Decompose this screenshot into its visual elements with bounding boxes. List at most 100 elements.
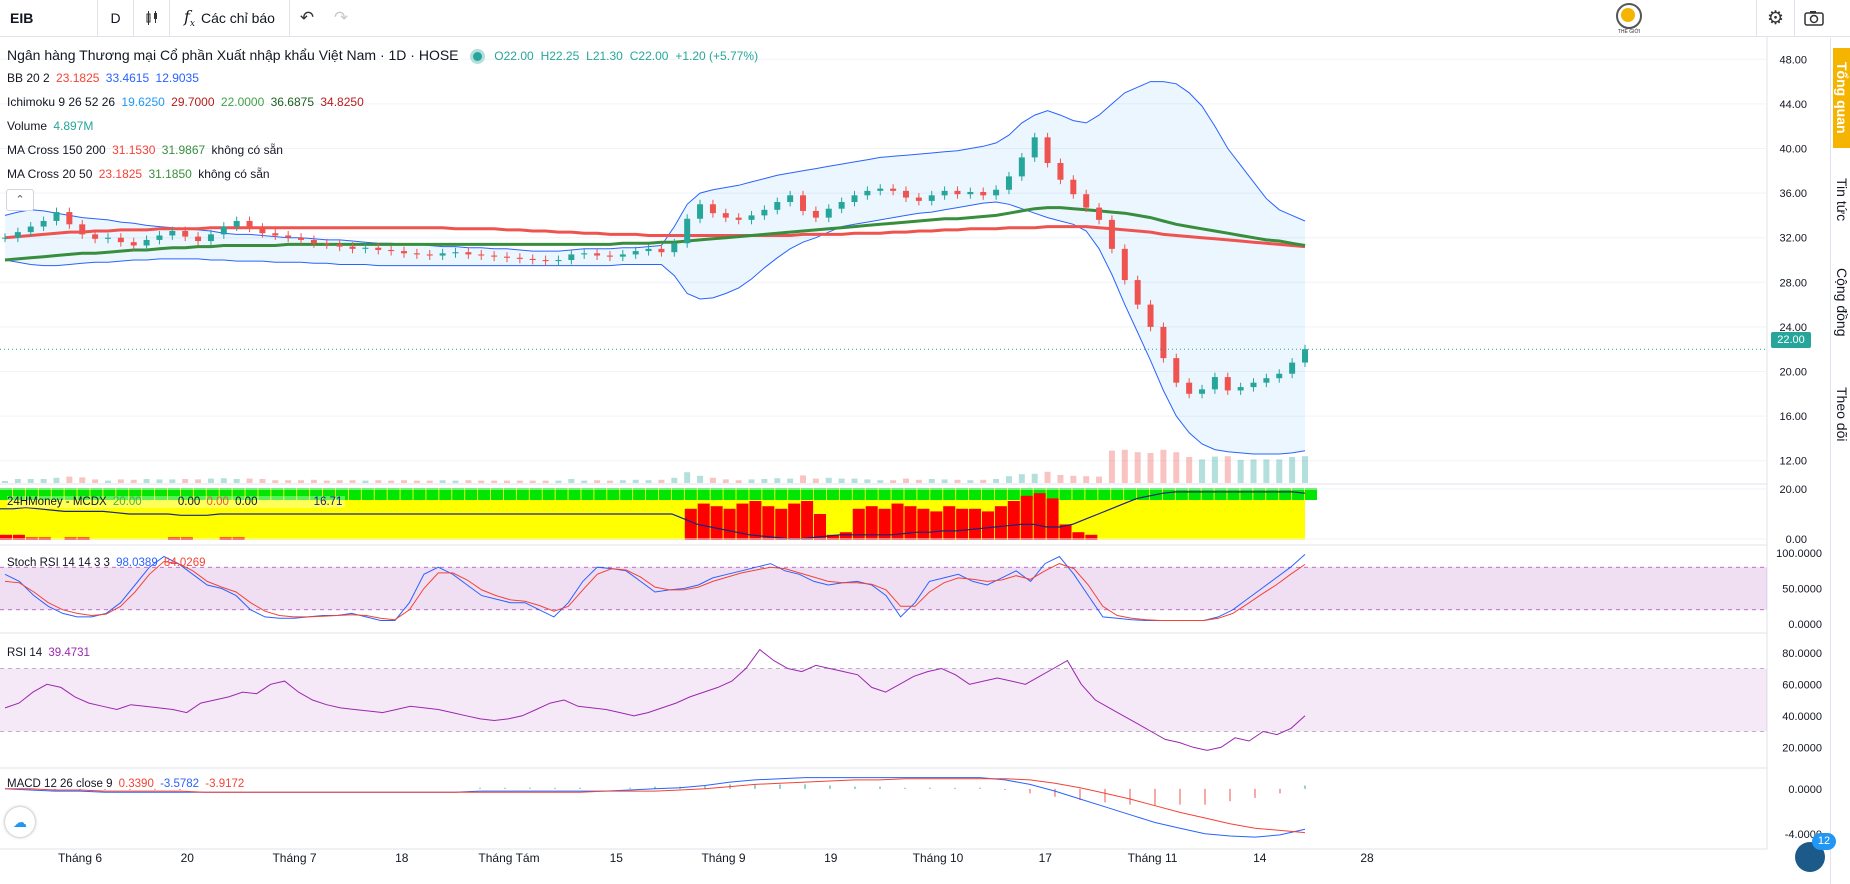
mcdx-green-bar <box>1279 488 1292 500</box>
candle-body <box>954 190 961 195</box>
mcdx-green-bar <box>155 488 168 500</box>
volume-bar <box>980 479 987 483</box>
volume-bar <box>298 480 305 483</box>
collapse-legend-button[interactable]: ⌃ <box>6 189 34 211</box>
right-sidebar: Tổng quan Tin tức Cộng đồng Theo dõi <box>1830 38 1850 884</box>
candle-body <box>697 204 704 219</box>
candle-body <box>1018 157 1025 177</box>
candle-body <box>1199 389 1206 394</box>
candle-body <box>272 233 279 236</box>
candle-body <box>349 246 356 249</box>
mcdx-green-bar <box>969 488 982 500</box>
price-axis-tick-label: 12.00 <box>1779 456 1807 468</box>
mcdx-green-bar <box>1292 488 1305 500</box>
candle-body <box>709 204 716 214</box>
legend-macross-20-50[interactable]: MA Cross 20 50 23.1825 31.1850 không có … <box>7 167 273 181</box>
candle-body <box>465 252 472 255</box>
mcdx-red-bar <box>1007 501 1020 540</box>
tradingview-logo-icon[interactable]: ☁ <box>5 807 35 837</box>
camera-icon[interactable] <box>1794 0 1832 36</box>
mcdx-red-bar <box>12 534 25 540</box>
legend-macross-150-200[interactable]: MA Cross 150 200 31.1530 31.9867 không c… <box>7 143 286 157</box>
legend-mcdx-v2: 0.00 <box>177 496 201 508</box>
candle-body <box>491 255 498 257</box>
mcdx-green-bar <box>1111 488 1124 500</box>
mcdx-green-bar <box>323 488 336 500</box>
mcdx-red-bar <box>1059 524 1072 540</box>
candle-body <box>619 254 626 257</box>
mcdx-green-bar <box>361 488 374 500</box>
rsi-axis-tick-label: 40.0000 <box>1782 711 1822 723</box>
mcdx-green-bar <box>25 488 38 500</box>
tab-community[interactable]: Cộng đồng <box>1834 267 1850 337</box>
candle-body <box>1147 304 1154 327</box>
time-axis-label: 15 <box>610 851 624 865</box>
price-axis-tick-label: 16.00 <box>1779 411 1807 423</box>
legend-macross2-v3: không có sẵn <box>198 167 270 181</box>
legend-stochrsi[interactable]: Stoch RSI 14 14 3 3 98.0389 84.0269 <box>7 557 209 569</box>
volume-bar <box>864 479 871 483</box>
legend-macd[interactable]: MACD 12 26 close 9 0.3390 -3.5782 -3.917… <box>7 778 247 790</box>
legend-bb-basis: 23.1825 <box>56 71 100 85</box>
volume-bar <box>1018 474 1025 483</box>
mcdx-red-bar <box>930 511 943 540</box>
interval-selector[interactable]: D <box>98 0 134 36</box>
volume-bar <box>1263 459 1270 483</box>
mcdx-green-bar <box>762 488 775 500</box>
volume-bar <box>233 479 240 483</box>
candle-body <box>838 202 845 209</box>
volume-bar <box>14 479 21 483</box>
candle-style-icon[interactable] <box>134 0 170 36</box>
tab-overview[interactable]: Tổng quan <box>1833 48 1850 148</box>
candle-body <box>1289 362 1296 374</box>
candle-body <box>310 239 317 244</box>
legend-macross2-name: MA Cross 20 50 <box>7 167 93 181</box>
legend-volume[interactable]: Volume 4.897M <box>7 119 96 133</box>
candle-body <box>285 235 292 238</box>
mcdx-green-bar <box>219 488 232 500</box>
time-axis-label: 17 <box>1039 851 1053 865</box>
mcdx-axis-tick-label: 0.00 <box>1786 534 1807 546</box>
volume-bar <box>207 478 214 483</box>
volume-bar <box>748 479 755 483</box>
legend-rsi[interactable]: RSI 14 39.4731 <box>7 647 93 659</box>
volume-bar <box>825 477 832 483</box>
legend-ichimoku[interactable]: Ichimoku 9 26 52 26 19.6250 29.7000 22.0… <box>7 95 367 109</box>
legend-bb-lower: 12.9035 <box>155 71 199 85</box>
volume-bar <box>285 480 292 483</box>
legend-rsi-value: 39.4731 <box>48 647 90 659</box>
candle-body <box>735 217 742 220</box>
candle-body <box>941 190 948 196</box>
candle-body <box>79 224 86 235</box>
mcdx-red-bar <box>878 508 891 540</box>
mcdx-green-bar <box>490 488 503 500</box>
indicators-button[interactable]: fx Các chỉ báo <box>170 0 290 36</box>
candle-body <box>1211 377 1218 390</box>
legend-bb[interactable]: BB 20 2 23.1825 33.4615 12.9035 <box>7 71 202 85</box>
legend-mcdx[interactable]: 24HMoney - MCDX 20.00 0.00 0.00 0.00 16.… <box>7 496 346 508</box>
settings-icon[interactable]: ⚙ <box>1756 0 1794 36</box>
undo-icon[interactable]: ↶ <box>299 8 315 27</box>
volume-bar <box>812 478 819 483</box>
volume-bar <box>800 475 807 483</box>
mcdx-red-bar <box>749 501 762 540</box>
candle-body <box>259 227 266 234</box>
tab-watchlist[interactable]: Theo dõi <box>1834 386 1850 442</box>
chat-badge: 12 <box>1812 833 1836 850</box>
tab-news[interactable]: Tin tức <box>1834 178 1850 222</box>
volume-bar <box>902 478 909 483</box>
mcdx-green-bar <box>646 488 659 500</box>
stoch-k-line <box>4 554 1306 621</box>
legend-mcdx-v4: 0.00 <box>235 496 258 508</box>
mcdx-red-bar <box>956 508 969 540</box>
stoch-axis-tick-label: 100.0000 <box>1776 548 1822 560</box>
mcdx-axis-tick-label: 20.00 <box>1779 484 1807 496</box>
symbol-search[interactable]: EIB <box>0 0 98 36</box>
candle-body <box>774 202 781 210</box>
volume-bar <box>1289 457 1296 483</box>
legend-macross1-v1: 31.1530 <box>112 143 156 157</box>
chart-canvas[interactable]: 48.00 44.00 40.00 36.00 32.00 28.00 24.00 20.00… <box>0 37 1828 884</box>
redo-icon[interactable]: ↷ <box>333 8 349 27</box>
legend-ichimoku-name: Ichimoku 9 26 52 26 <box>7 95 116 109</box>
volume-bar <box>1070 475 1077 483</box>
